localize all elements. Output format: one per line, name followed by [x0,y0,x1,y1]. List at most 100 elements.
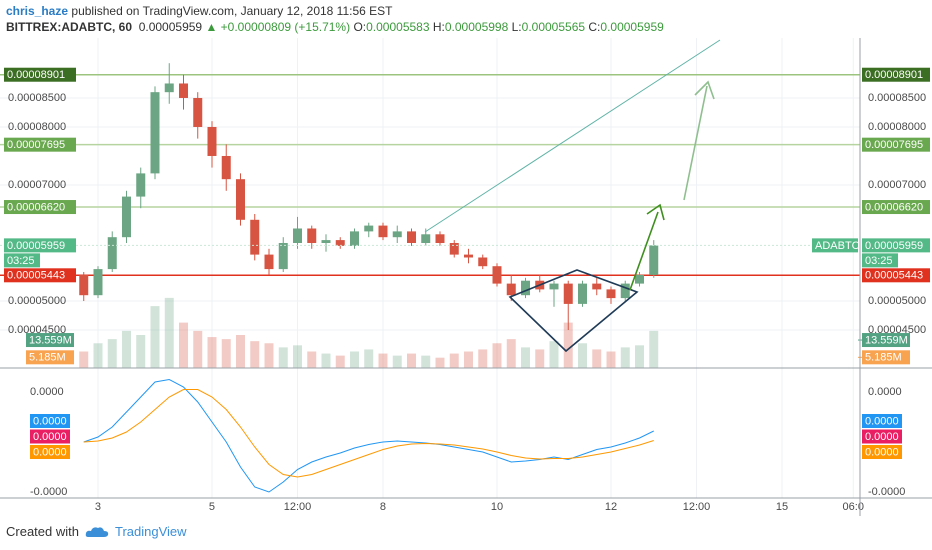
x-tick-label: 3 [95,501,101,513]
candle-body [449,242,459,255]
header: chris_haze published on TradingView.com,… [6,3,664,35]
candle-body [321,240,331,243]
candle-body [378,225,388,238]
volume-bar [364,349,374,368]
candle-body [492,266,502,284]
h: 0.00005998 [444,20,509,34]
volume-bar [378,353,388,368]
volume-marker-box [26,350,74,365]
volume-bar [292,345,302,368]
x-tick-label: 12 [605,501,617,513]
y-tick-label: 0.00008000 [868,121,926,133]
volume-bar [235,335,245,368]
level-box [862,200,930,215]
candle-body [478,257,488,267]
volume-bar [264,343,274,368]
level-label: 0.00008901 [865,69,923,81]
volume-marker-label: 13.559M [865,334,908,346]
candle-body [79,274,89,296]
candle-body [392,231,402,238]
candle-body [136,173,146,197]
candle-body [463,254,473,258]
level-box [4,67,76,82]
symbol-tag-box [812,238,858,253]
candle-body [620,283,630,299]
volume-bar [578,343,588,368]
level-box [4,200,76,215]
level-label: 0.00007695 [7,139,65,151]
x-tick-label: 5 [209,501,215,513]
x-tick-label: 12:00 [683,501,711,513]
volume-bar [449,353,459,368]
level-box [862,137,930,152]
candle-body [406,231,416,243]
y-tick-label: 0.00005000 [8,295,66,307]
x-tick-label: 10 [491,501,503,513]
volume-bar [435,357,445,368]
macd-marker-box [862,445,902,459]
o: 0.00005583 [366,20,430,34]
macd-tick-label: -0.0000 [868,486,905,498]
y-tick-label: 0.00008500 [8,92,66,104]
candle-body [649,245,659,275]
level-label: 0.00005443 [7,270,65,282]
volume-bar [136,335,146,368]
candle-body [121,196,131,238]
grid [0,38,860,498]
last-price-label: 0.00005959 [7,240,65,252]
author[interactable]: chris_haze [6,4,69,18]
candle-body [606,289,616,299]
x-tick-label: 15 [776,501,788,513]
x-tick-label: 8 [380,501,386,513]
volume-bar [392,355,402,368]
l: 0.00005565 [521,20,586,34]
h-label: H: [432,20,445,34]
candle-body [207,126,217,156]
y-tick-label: 0.00008000 [8,121,66,133]
macd-tick-label: -0.0000 [30,486,67,498]
macd-marker-label: 0.0000 [865,431,899,443]
candle-body [578,283,588,304]
candle-body [563,283,573,304]
arrow-head [694,80,715,100]
level-box [862,268,930,283]
title: published on TradingView.com, January 12… [71,4,393,18]
volume-bar [164,297,174,368]
volume-bar [79,351,89,368]
volume-bar [506,339,516,368]
level-box [4,137,76,152]
created-with: Created with [6,524,79,539]
volume-bar [93,343,103,368]
volume-bar [121,330,131,368]
macd-marker-label: 0.0000 [33,431,67,443]
volume-bar [406,353,416,368]
y-tick-label: 0.00007000 [868,179,926,191]
y-tick-label: 0.00007000 [8,179,66,191]
c: 0.00005959 [600,20,664,34]
last-price-box [4,238,76,253]
logo-cloud [85,526,109,537]
change-value: +0.00000809 (+15.71%) [220,20,351,34]
level-label: 0.00006620 [7,201,65,213]
volume-bar [193,330,203,368]
volume-bar [178,322,188,368]
volume-bar [563,322,573,368]
candle-body [93,269,103,296]
signal-line [83,389,654,478]
volume-bar [250,341,260,368]
macd-marker-box [862,429,902,444]
candle-body [278,242,288,270]
brand[interactable]: TradingView [114,524,187,539]
c-label: C: [588,20,601,34]
volume-bar [535,349,545,368]
macd-marker-label: 0.0000 [865,415,899,427]
price: 0.00005959 [138,20,203,34]
volume-bar [349,351,359,368]
volume-marker-box [26,333,74,348]
drawings [424,39,721,353]
l-label: L: [511,20,522,34]
level-label: 0.00007695 [865,139,923,151]
volume-bar [150,306,160,368]
candle-body [335,240,345,246]
level-box [4,268,76,283]
